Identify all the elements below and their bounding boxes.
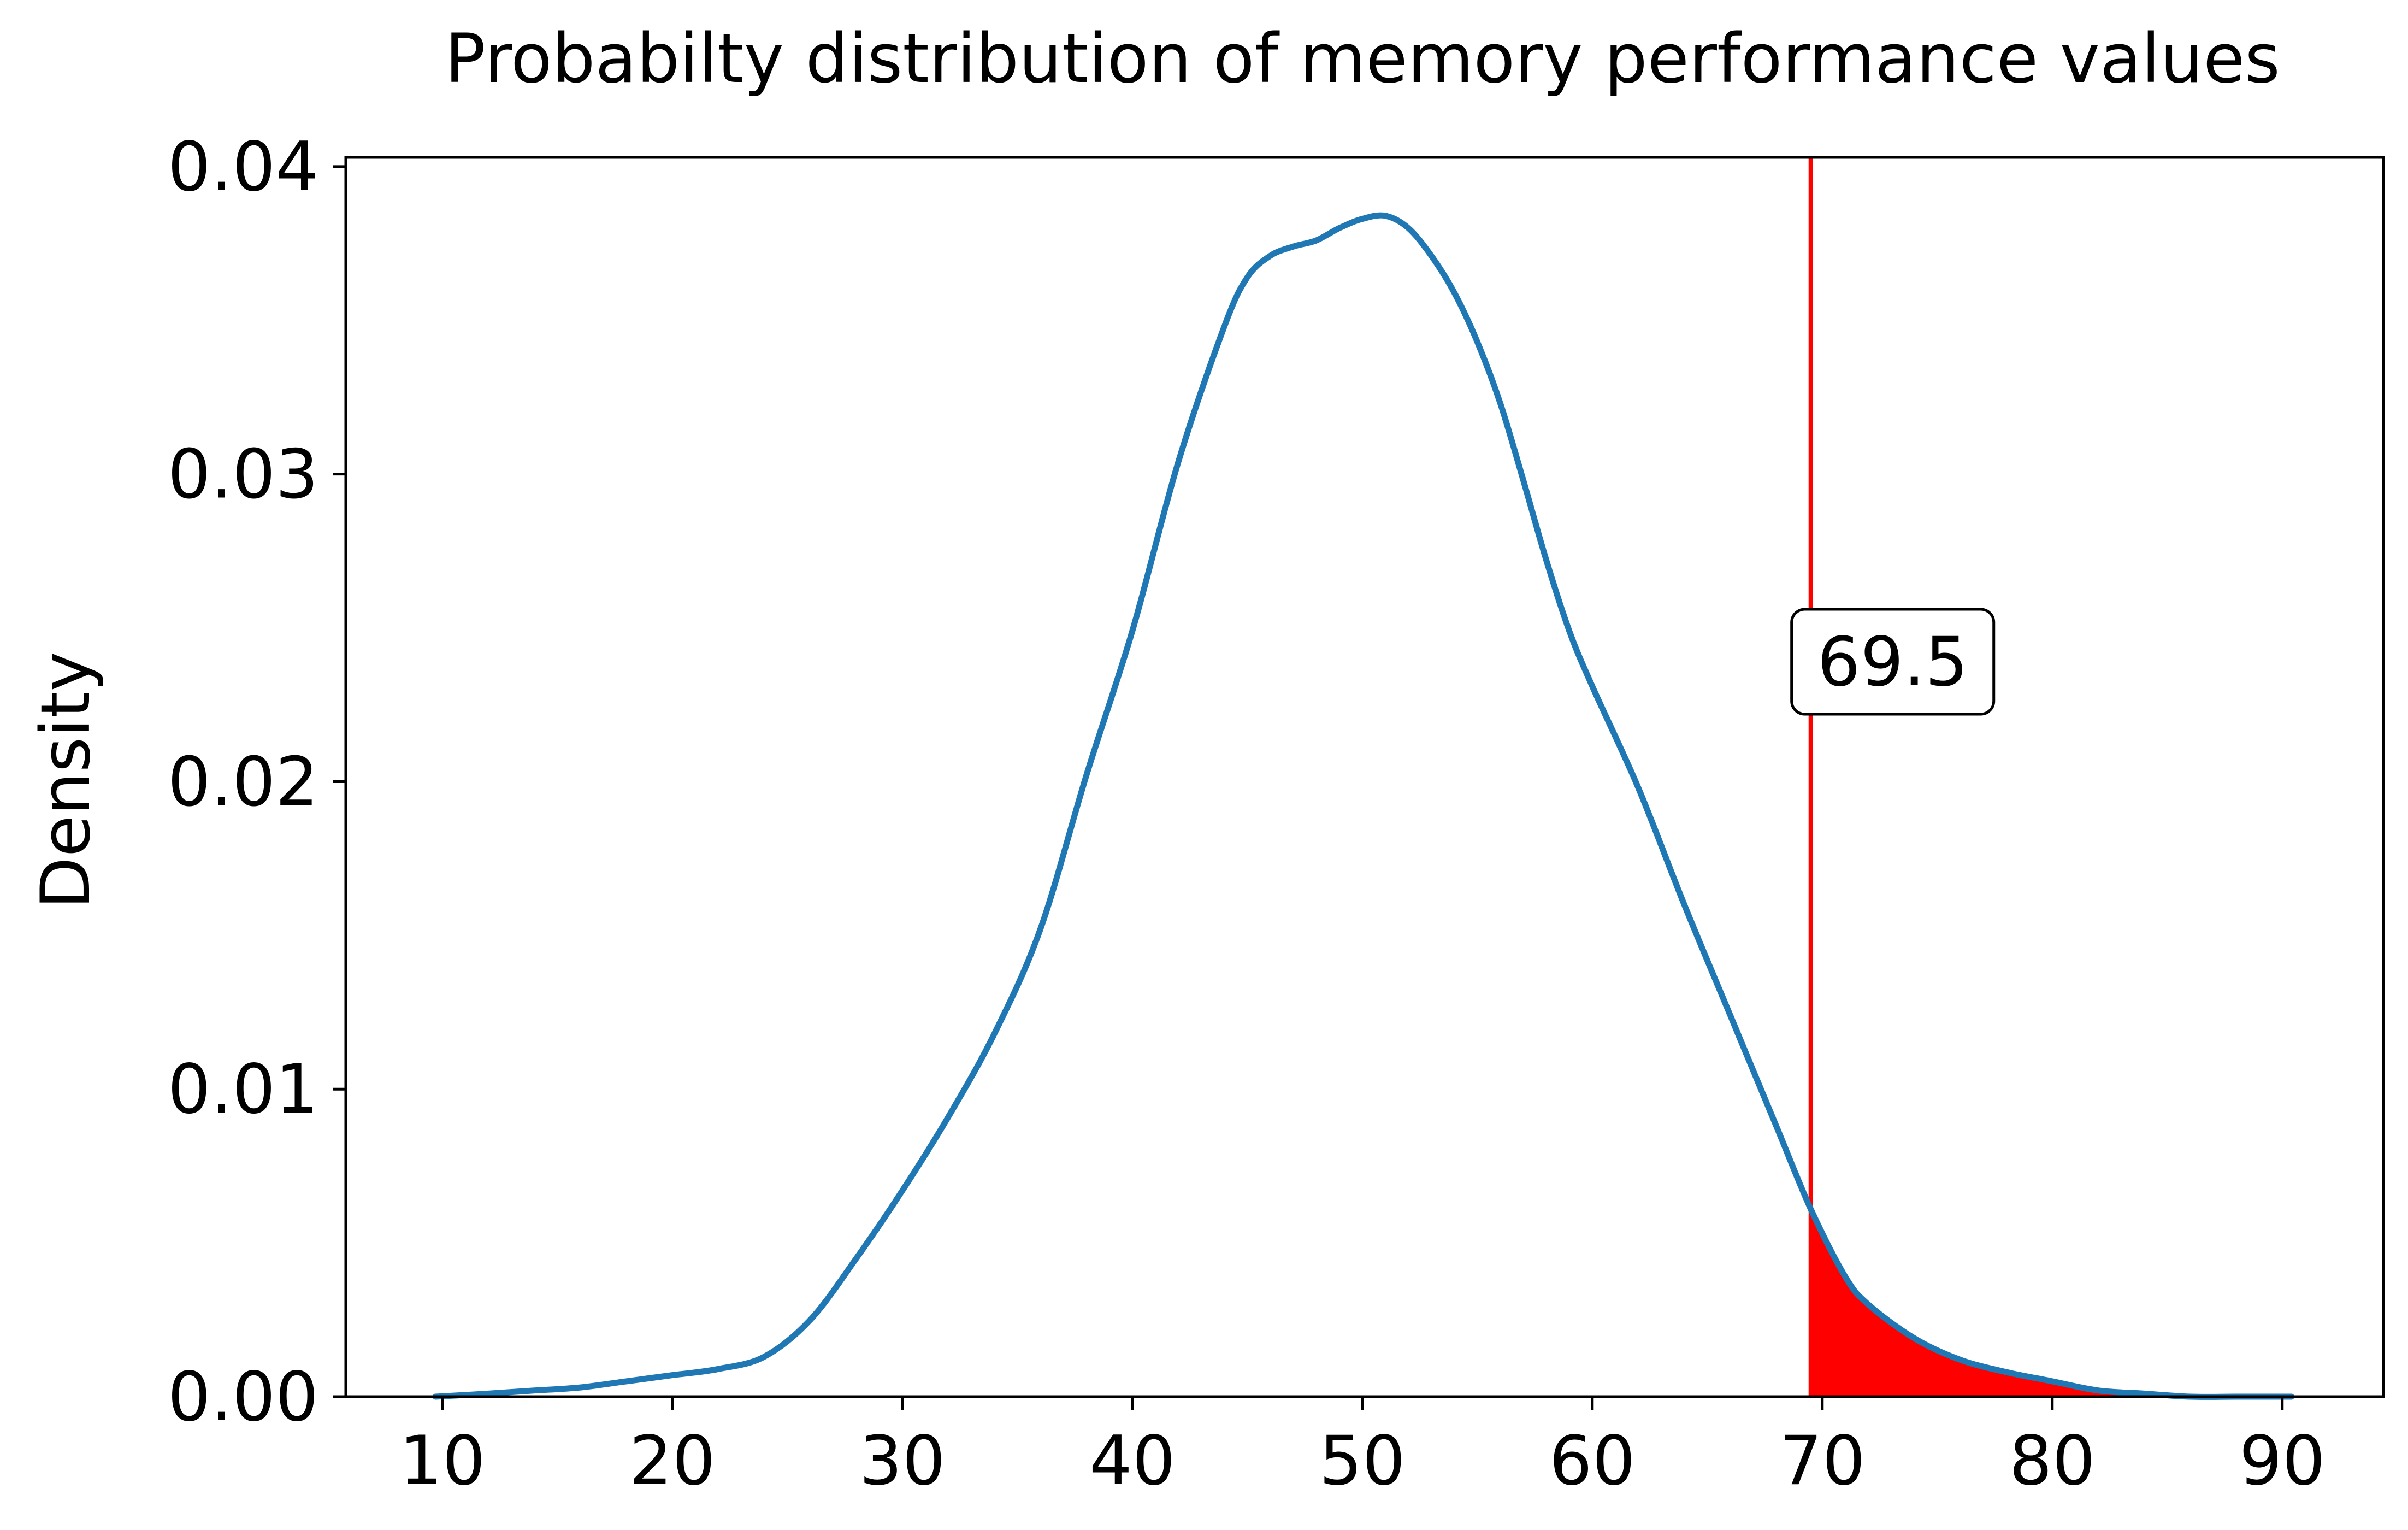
x-tick-label: 70: [1779, 1422, 1866, 1500]
plot-frame: [344, 156, 2385, 1398]
y-tick-label: 0.00: [168, 1358, 318, 1437]
y-axis-label: Density: [27, 651, 105, 909]
x-tick-label: 90: [2239, 1422, 2326, 1500]
y-axis: 0.00 0.01 0.02 0.03 0.04: [168, 128, 346, 1437]
x-tick-label: 20: [629, 1422, 716, 1500]
plot-layer: 69.5: [344, 156, 2385, 1400]
x-tick-label: 10: [399, 1422, 486, 1500]
threshold-label: 69.5: [1817, 623, 1968, 702]
x-tick-label: 40: [1089, 1422, 1176, 1500]
x-axis: 10 20 30 40 50 60 70 80 90: [399, 1397, 2326, 1500]
y-tick-label: 0.04: [168, 128, 318, 207]
y-tick-label: 0.03: [168, 436, 318, 514]
y-tick-label: 0.01: [168, 1050, 318, 1129]
y-tick-label: 0.02: [168, 743, 318, 821]
x-tick-label: 80: [2009, 1422, 2096, 1500]
chart-title: Probabilty distribution of memory perfor…: [445, 20, 2280, 98]
x-tick-label: 50: [1319, 1422, 1406, 1500]
threshold-label-box: [1790, 608, 1996, 716]
density-curve: [432, 212, 2295, 1400]
x-tick-label: 30: [859, 1422, 946, 1500]
x-tick-label: 60: [1549, 1422, 1636, 1500]
